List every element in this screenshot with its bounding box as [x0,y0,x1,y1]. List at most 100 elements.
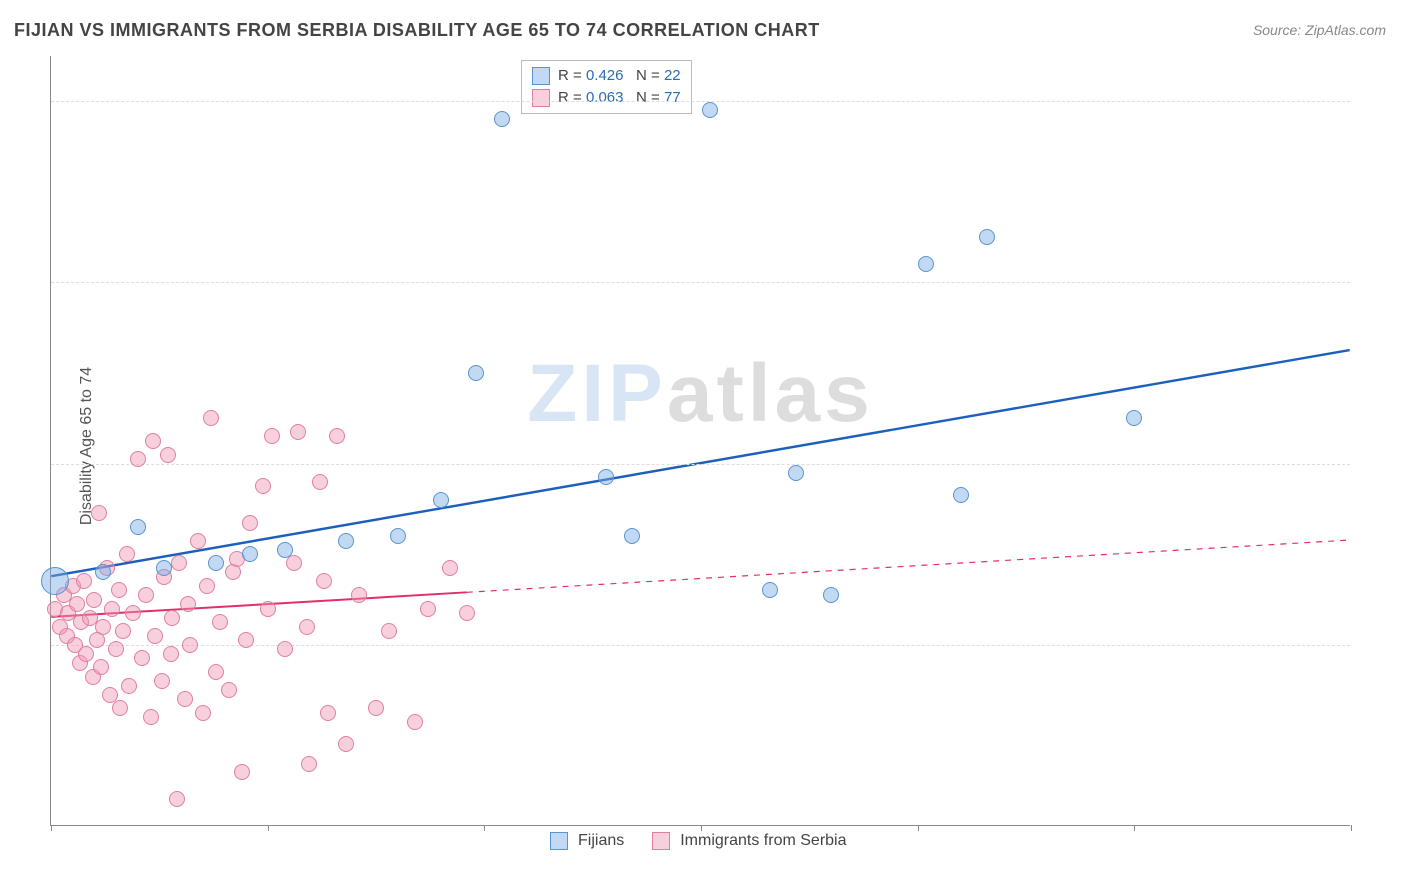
gridline-h [51,101,1350,102]
scatter-point-fijians [338,533,354,549]
scatter-point-serbia [255,478,271,494]
scatter-point-serbia [169,791,185,807]
scatter-point-serbia [160,447,176,463]
scatter-point-fijians [702,102,718,118]
scatter-point-serbia [420,601,436,617]
gridline-h [51,464,1350,465]
source-label: Source: ZipAtlas.com [1253,22,1386,38]
scatter-point-fijians [598,469,614,485]
scatter-point-fijians [95,564,111,580]
scatter-point-serbia [121,678,137,694]
scatter-point-fijians [208,555,224,571]
x-tick [484,825,485,831]
legend-swatch [532,89,550,107]
scatter-point-serbia [264,428,280,444]
watermark: ZIPatlas [527,347,873,441]
scatter-point-serbia [351,587,367,603]
scatter-point-fijians [953,487,969,503]
chart-title: FIJIAN VS IMMIGRANTS FROM SERBIA DISABIL… [14,20,820,41]
scatter-point-serbia [212,614,228,630]
legend-stat-row-serbia: R = 0.063 N = 77 [532,87,681,109]
legend-swatch [652,832,670,850]
scatter-point-fijians [1126,410,1142,426]
scatter-point-serbia [238,632,254,648]
scatter-point-serbia [115,623,131,639]
scatter-point-fijians [823,587,839,603]
x-tick [268,825,269,831]
scatter-point-fijians [918,256,934,272]
scatter-point-fijians [390,528,406,544]
scatter-point-serbia [329,428,345,444]
trend-lines-svg [51,56,1350,825]
scatter-point-serbia [312,474,328,490]
legend-stat-row-fijians: R = 0.426 N = 22 [532,65,681,87]
scatter-point-serbia [108,641,124,657]
scatter-point-serbia [145,433,161,449]
scatter-point-serbia [199,578,215,594]
x-tick [701,825,702,831]
scatter-point-serbia [91,505,107,521]
legend-swatch [532,67,550,85]
scatter-point-fijians [762,582,778,598]
legend-stat-text: R = 0.063 N = 77 [558,87,681,109]
scatter-point-serbia [130,451,146,467]
chart-container: FIJIAN VS IMMIGRANTS FROM SERBIA DISABIL… [0,0,1406,892]
scatter-point-serbia [147,628,163,644]
scatter-point-serbia [195,705,211,721]
scatter-point-serbia [190,533,206,549]
correlation-legend: R = 0.426 N = 22R = 0.063 N = 77 [521,60,692,114]
scatter-point-serbia [203,410,219,426]
series-legend: Fijians Immigrants from Serbia [550,832,865,850]
plot-area: ZIPatlas R = 0.426 N = 22R = 0.063 N = 7… [50,56,1350,826]
x-tick [918,825,919,831]
scatter-point-fijians [979,229,995,245]
scatter-point-serbia [442,560,458,576]
scatter-point-serbia [221,682,237,698]
scatter-point-serbia [143,709,159,725]
watermark-zip: ZIP [527,348,667,439]
scatter-point-serbia [320,705,336,721]
x-tick [51,825,52,831]
scatter-point-serbia [76,573,92,589]
scatter-point-serbia [180,596,196,612]
scatter-point-serbia [95,619,111,635]
scatter-point-fijians [130,519,146,535]
scatter-point-serbia [111,582,127,598]
legend-series-label: Immigrants from Serbia [680,832,846,850]
scatter-point-serbia [407,714,423,730]
gridline-h [51,282,1350,283]
scatter-point-serbia [301,756,317,772]
scatter-point-serbia [104,601,120,617]
legend-swatch [550,832,568,850]
scatter-point-serbia [260,601,276,617]
scatter-point-serbia [368,700,384,716]
scatter-point-serbia [93,659,109,675]
scatter-point-serbia [286,555,302,571]
scatter-point-serbia [234,764,250,780]
scatter-point-fijians [277,542,293,558]
scatter-point-serbia [290,424,306,440]
trend-line-dashed [467,540,1350,592]
x-tick [1134,825,1135,831]
scatter-point-fijians [788,465,804,481]
scatter-point-fijians [242,546,258,562]
scatter-point-fijians [494,111,510,127]
scatter-point-serbia [208,664,224,680]
scatter-point-serbia [112,700,128,716]
scatter-point-serbia [177,691,193,707]
scatter-point-serbia [119,546,135,562]
scatter-point-serbia [277,641,293,657]
scatter-point-serbia [86,592,102,608]
scatter-point-serbia [171,555,187,571]
scatter-point-serbia [164,610,180,626]
scatter-point-serbia [381,623,397,639]
scatter-point-serbia [138,587,154,603]
watermark-atlas: atlas [667,348,874,439]
scatter-point-serbia [134,650,150,666]
scatter-point-serbia [78,646,94,662]
legend-stat-text: R = 0.426 N = 22 [558,65,681,87]
scatter-point-serbia [299,619,315,635]
scatter-point-serbia [182,637,198,653]
scatter-point-fijians [624,528,640,544]
legend-series-label: Fijians [578,832,624,850]
